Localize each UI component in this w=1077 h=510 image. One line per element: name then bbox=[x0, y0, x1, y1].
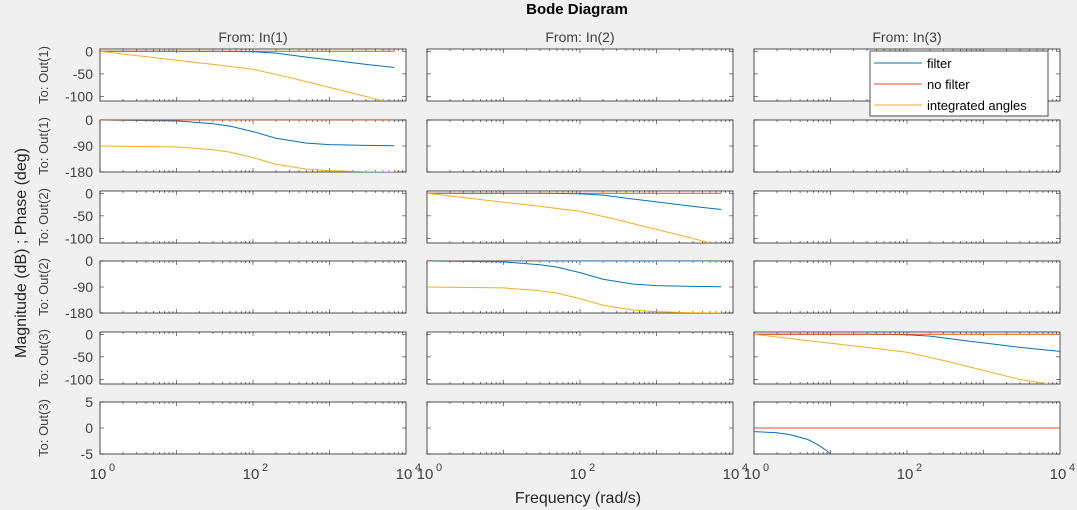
y-tick-label: -50 bbox=[73, 349, 93, 365]
y-tick-label: -50 bbox=[73, 66, 93, 82]
x-tick-label: 10 bbox=[90, 466, 107, 483]
subplot-axes bbox=[426, 119, 734, 173]
subplot-axes bbox=[426, 331, 734, 385]
series-line bbox=[100, 50, 384, 101]
legend: filter no filter integrated angles bbox=[869, 50, 1049, 117]
subplot-axes bbox=[99, 401, 407, 455]
axes-box bbox=[99, 190, 407, 244]
subplot-axes bbox=[99, 119, 407, 173]
series-line bbox=[754, 431, 832, 454]
x-tick-exponent: 4 bbox=[742, 462, 748, 474]
x-tick-exponent: 0 bbox=[763, 462, 769, 474]
y-tick-label: 0 bbox=[85, 420, 93, 436]
subplot-axes bbox=[753, 331, 1061, 385]
x-axis-label: Frequency (rad/s) bbox=[515, 490, 641, 507]
series-group bbox=[427, 261, 722, 313]
y-tick-label: -180 bbox=[65, 305, 93, 321]
y-tick-label: -100 bbox=[65, 230, 93, 246]
row-label: To: Out(1) bbox=[36, 46, 51, 104]
subplot-axes bbox=[753, 401, 1061, 455]
subplot-axes bbox=[99, 331, 407, 385]
subplot-axes bbox=[753, 119, 1061, 173]
axes-box bbox=[426, 48, 734, 102]
series-group bbox=[754, 427, 1060, 454]
series-line bbox=[427, 286, 722, 313]
subplot-axes bbox=[426, 260, 734, 314]
y-tick-label: -100 bbox=[65, 371, 93, 387]
y-tick-label: 0 bbox=[85, 43, 93, 59]
subplot-axes bbox=[753, 260, 1061, 314]
subplot-axes bbox=[426, 190, 734, 244]
legend-label: no filter bbox=[927, 77, 970, 92]
series-group bbox=[754, 333, 1060, 384]
row-label: To: Out(2) bbox=[36, 258, 51, 316]
y-tick-label: -180 bbox=[65, 164, 93, 180]
x-tick-exponent: 0 bbox=[436, 462, 442, 474]
y-tick-label: 0 bbox=[85, 326, 93, 342]
series-line bbox=[427, 192, 711, 243]
subplot-axes bbox=[426, 401, 734, 455]
y-tick-label: -5 bbox=[81, 446, 94, 462]
x-tick-label: 10 bbox=[243, 466, 260, 483]
subplot-axes bbox=[99, 260, 407, 314]
axes-box bbox=[99, 119, 407, 173]
subplot-axes bbox=[426, 48, 734, 102]
x-tick-label: 10 bbox=[744, 466, 761, 483]
y-axis-label: Magnitude (dB) ; Phase (deg) bbox=[13, 148, 30, 358]
subplot-axes bbox=[753, 190, 1061, 244]
row-label: To: Out(3) bbox=[36, 399, 51, 457]
axes-box bbox=[99, 331, 407, 385]
subplot-axes bbox=[99, 190, 407, 244]
axes-box bbox=[426, 260, 734, 314]
x-tick-label: 10 bbox=[1050, 466, 1067, 483]
series-line bbox=[754, 333, 1049, 384]
axes-box bbox=[753, 260, 1061, 314]
x-tick-exponent: 2 bbox=[262, 462, 268, 474]
x-tick-label: 10 bbox=[723, 466, 740, 483]
series-line bbox=[100, 120, 395, 147]
chart-title: Bode Diagram bbox=[526, 1, 628, 18]
x-tick-exponent: 4 bbox=[415, 462, 421, 474]
y-tick-label: 0 bbox=[85, 112, 93, 128]
y-tick-label: -90 bbox=[73, 279, 93, 295]
series-group bbox=[427, 192, 722, 243]
x-tick-exponent: 0 bbox=[109, 462, 115, 474]
x-tick-label: 10 bbox=[417, 466, 434, 483]
series-line bbox=[427, 261, 722, 288]
legend-label: filter bbox=[927, 56, 952, 71]
axes-box bbox=[753, 190, 1061, 244]
column-title: From: In(2) bbox=[545, 29, 614, 45]
y-tick-label: -100 bbox=[65, 88, 93, 104]
x-tick-label: 10 bbox=[570, 466, 587, 483]
x-tick-exponent: 4 bbox=[1069, 462, 1075, 474]
x-tick-exponent: 2 bbox=[589, 462, 595, 474]
y-tick-label: 0 bbox=[85, 253, 93, 269]
series-group bbox=[100, 50, 395, 101]
axes-box bbox=[753, 119, 1061, 173]
y-tick-label: -90 bbox=[73, 138, 93, 154]
row-label: To: Out(1) bbox=[36, 117, 51, 175]
subplot-grid: From: In(1) From: In(2) From: In(3) To: Out… bbox=[36, 29, 1075, 483]
axes-box bbox=[99, 401, 407, 455]
subplot-axes bbox=[99, 48, 407, 102]
row-label: To: Out(3) bbox=[36, 329, 51, 387]
y-tick-label: 0 bbox=[85, 185, 93, 201]
x-tick-label: 10 bbox=[396, 466, 413, 483]
x-tick-exponent: 2 bbox=[916, 462, 922, 474]
axes-box bbox=[426, 401, 734, 455]
axes-box bbox=[426, 331, 734, 385]
series-line bbox=[100, 145, 395, 172]
column-title: From: In(3) bbox=[872, 29, 941, 45]
legend-label: integrated angles bbox=[927, 98, 1027, 113]
x-tick-label: 10 bbox=[897, 466, 914, 483]
row-label: To: Out(2) bbox=[36, 188, 51, 246]
axes-box bbox=[99, 260, 407, 314]
column-title: From: In(1) bbox=[218, 29, 287, 45]
series-group bbox=[100, 120, 395, 172]
y-tick-label: 5 bbox=[85, 394, 93, 410]
axes-box bbox=[426, 119, 734, 173]
y-tick-label: -50 bbox=[73, 208, 93, 224]
